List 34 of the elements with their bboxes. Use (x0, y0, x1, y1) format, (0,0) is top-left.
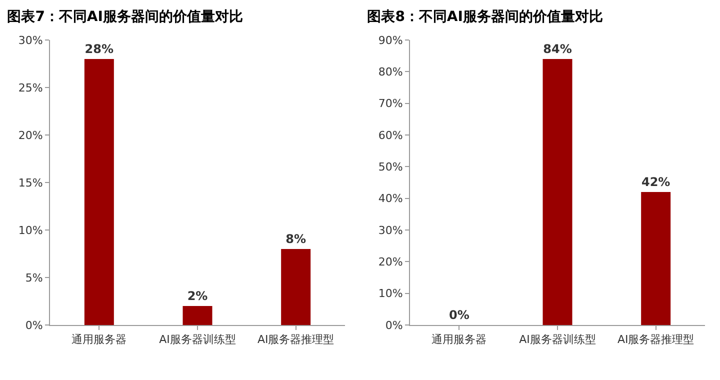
y-tick-label: 0% (25, 318, 43, 332)
chart-title: 图表8：不同AI服务器间的价值量对比 (367, 9, 603, 26)
bar (84, 59, 114, 325)
y-tick-label: 25% (18, 81, 43, 94)
y-tick-label: 15% (18, 176, 43, 190)
y-tick-label: 80% (378, 66, 403, 79)
y-tick-label: 10% (378, 287, 403, 300)
x-tick-label: 通用服务器 (432, 333, 487, 346)
y-tick-label: 70% (378, 97, 403, 110)
y-tick-label: 0% (385, 318, 403, 332)
data-label: 42% (641, 175, 670, 189)
x-tick-label: AI服务器训练型 (159, 333, 236, 346)
chart-title: 图表7：不同AI服务器间的价值量对比 (7, 9, 243, 26)
data-label: 2% (187, 289, 208, 303)
x-tick-label: 通用服务器 (72, 333, 127, 346)
y-tick-label: 20% (18, 128, 43, 142)
y-tick-label: 20% (378, 256, 403, 269)
data-label: 84% (543, 42, 572, 56)
data-label: 0% (448, 308, 470, 322)
bar (182, 306, 212, 325)
data-label: 28% (84, 42, 114, 56)
y-tick-label: 40% (378, 192, 403, 206)
y-tick-label: 5% (25, 271, 43, 284)
x-tick-label: AI服务器推理型 (257, 333, 334, 346)
y-tick-label: 60% (378, 128, 403, 142)
data-label: 8% (286, 232, 306, 246)
y-tick-label: 90% (378, 34, 403, 47)
y-tick-label: 30% (378, 224, 403, 237)
y-tick-label: 50% (378, 160, 403, 174)
bar (281, 249, 311, 325)
y-tick-label: 10% (18, 224, 43, 237)
y-tick-label: 30% (18, 34, 43, 47)
x-tick-label: AI服务器推理型 (617, 333, 694, 346)
x-tick-label: AI服务器训练型 (519, 333, 596, 346)
